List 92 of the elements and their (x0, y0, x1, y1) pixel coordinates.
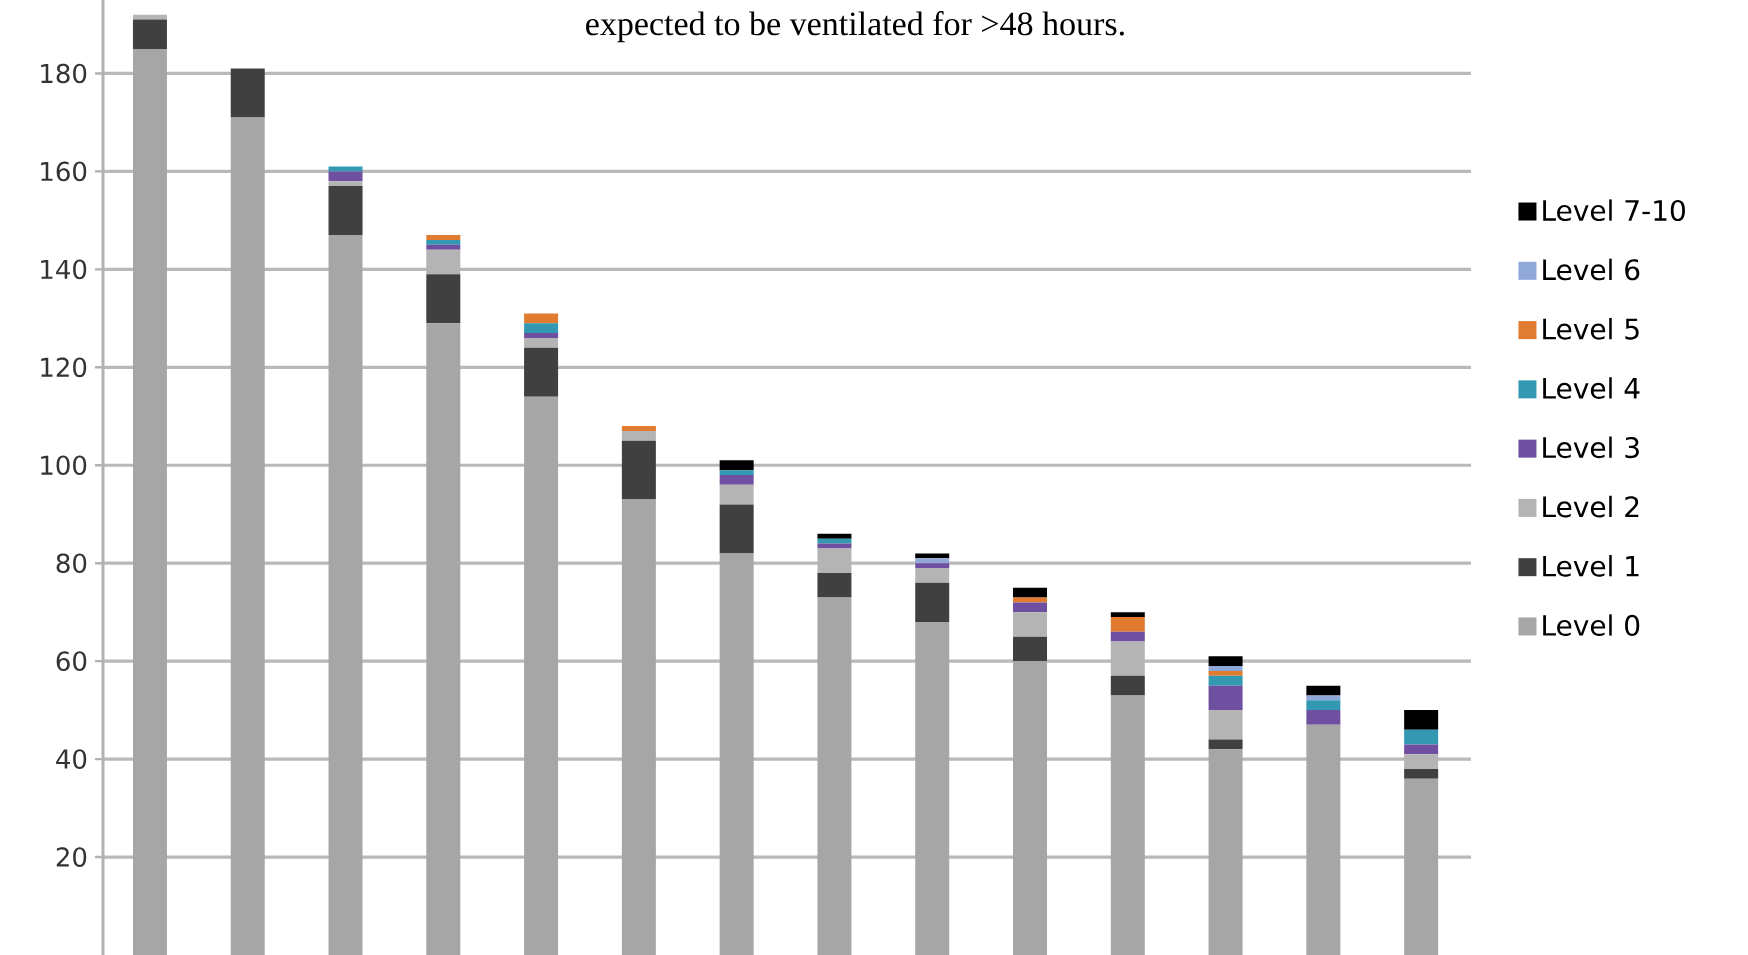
bar (1208, 656, 1243, 667)
legend-label: Level 0 (1543, 614, 1640, 636)
bar (524, 396, 559, 955)
bar (1208, 675, 1243, 686)
bar (1110, 675, 1145, 696)
bar (328, 235, 363, 955)
legend-label: Level 5 (1543, 317, 1639, 340)
bar (1110, 612, 1145, 618)
bar (426, 235, 461, 240)
bar (1208, 739, 1243, 750)
bar (132, 48, 167, 955)
legend-label: Level 3 (1543, 436, 1639, 459)
annotation: expected to be ventilated for >48 hours. (586, 11, 1124, 43)
legend-label: Level 4 (1543, 377, 1640, 399)
bar (426, 323, 461, 955)
bar (1404, 754, 1439, 769)
y-tick-label: 160 (41, 161, 87, 182)
bar (817, 538, 852, 544)
bar (328, 171, 363, 182)
bar (1404, 778, 1439, 955)
bar (1013, 587, 1048, 598)
bar (915, 558, 950, 564)
bar (230, 68, 265, 118)
bar (1110, 641, 1145, 676)
bar (719, 504, 754, 554)
bar (328, 181, 363, 187)
bar (817, 543, 852, 549)
bar (817, 533, 852, 539)
y-tick-label: 60 (56, 651, 87, 671)
bar (719, 553, 754, 955)
bar (1306, 700, 1341, 711)
bar (915, 621, 950, 955)
y-tick-label: 80 (56, 553, 87, 574)
bar (719, 470, 754, 476)
bar (1208, 666, 1243, 671)
bar (1306, 724, 1341, 955)
bar (1013, 602, 1048, 613)
bar (524, 333, 559, 338)
bar (915, 563, 950, 569)
y-tick-label: 100 (41, 455, 87, 476)
bar (1110, 695, 1145, 955)
y-tick-label: 120 (41, 357, 87, 378)
legend-label: Level 2 (1543, 495, 1639, 518)
y-tick-label: 40 (56, 749, 87, 769)
bar (1208, 710, 1243, 740)
y-tick-label: 20 (56, 847, 87, 867)
bar (719, 475, 754, 485)
bar (915, 553, 950, 559)
legend-label: Level 1 (1543, 555, 1639, 577)
legend-label: Level 7-10 (1543, 199, 1685, 222)
bar (719, 460, 754, 471)
bar (1208, 670, 1243, 676)
y-tick-label: 180 (41, 63, 87, 84)
bar (1013, 612, 1048, 637)
bar (1306, 695, 1341, 701)
bar (1404, 744, 1439, 755)
y-tick-label: 140 (41, 259, 87, 280)
bar (426, 244, 461, 250)
legend-label: Level 6 (1543, 258, 1640, 281)
bar (524, 323, 559, 334)
bar (719, 484, 754, 505)
bar (1013, 661, 1048, 955)
bar (426, 249, 461, 275)
bar (1208, 685, 1243, 711)
bar (817, 597, 852, 955)
bar (132, 14, 167, 20)
bar (621, 440, 656, 500)
bar (524, 347, 559, 397)
bar (1404, 729, 1439, 745)
bar (817, 573, 852, 598)
bar (1404, 710, 1439, 730)
bar (621, 426, 656, 431)
bar (132, 19, 167, 49)
bar (915, 568, 950, 583)
bar (1013, 636, 1048, 662)
bar (621, 499, 656, 955)
bar (1306, 685, 1341, 696)
bar (621, 430, 656, 441)
bar (817, 548, 852, 573)
bar (1110, 631, 1145, 642)
bar (1306, 710, 1341, 725)
bar (1013, 597, 1048, 603)
bar (1404, 768, 1439, 779)
bar (426, 274, 461, 324)
bar (1208, 749, 1243, 955)
bar (915, 582, 950, 622)
bar (1110, 617, 1145, 632)
bar (524, 337, 559, 348)
bar (426, 239, 461, 245)
bar (524, 313, 559, 324)
bar (328, 186, 363, 236)
bar (230, 117, 265, 955)
